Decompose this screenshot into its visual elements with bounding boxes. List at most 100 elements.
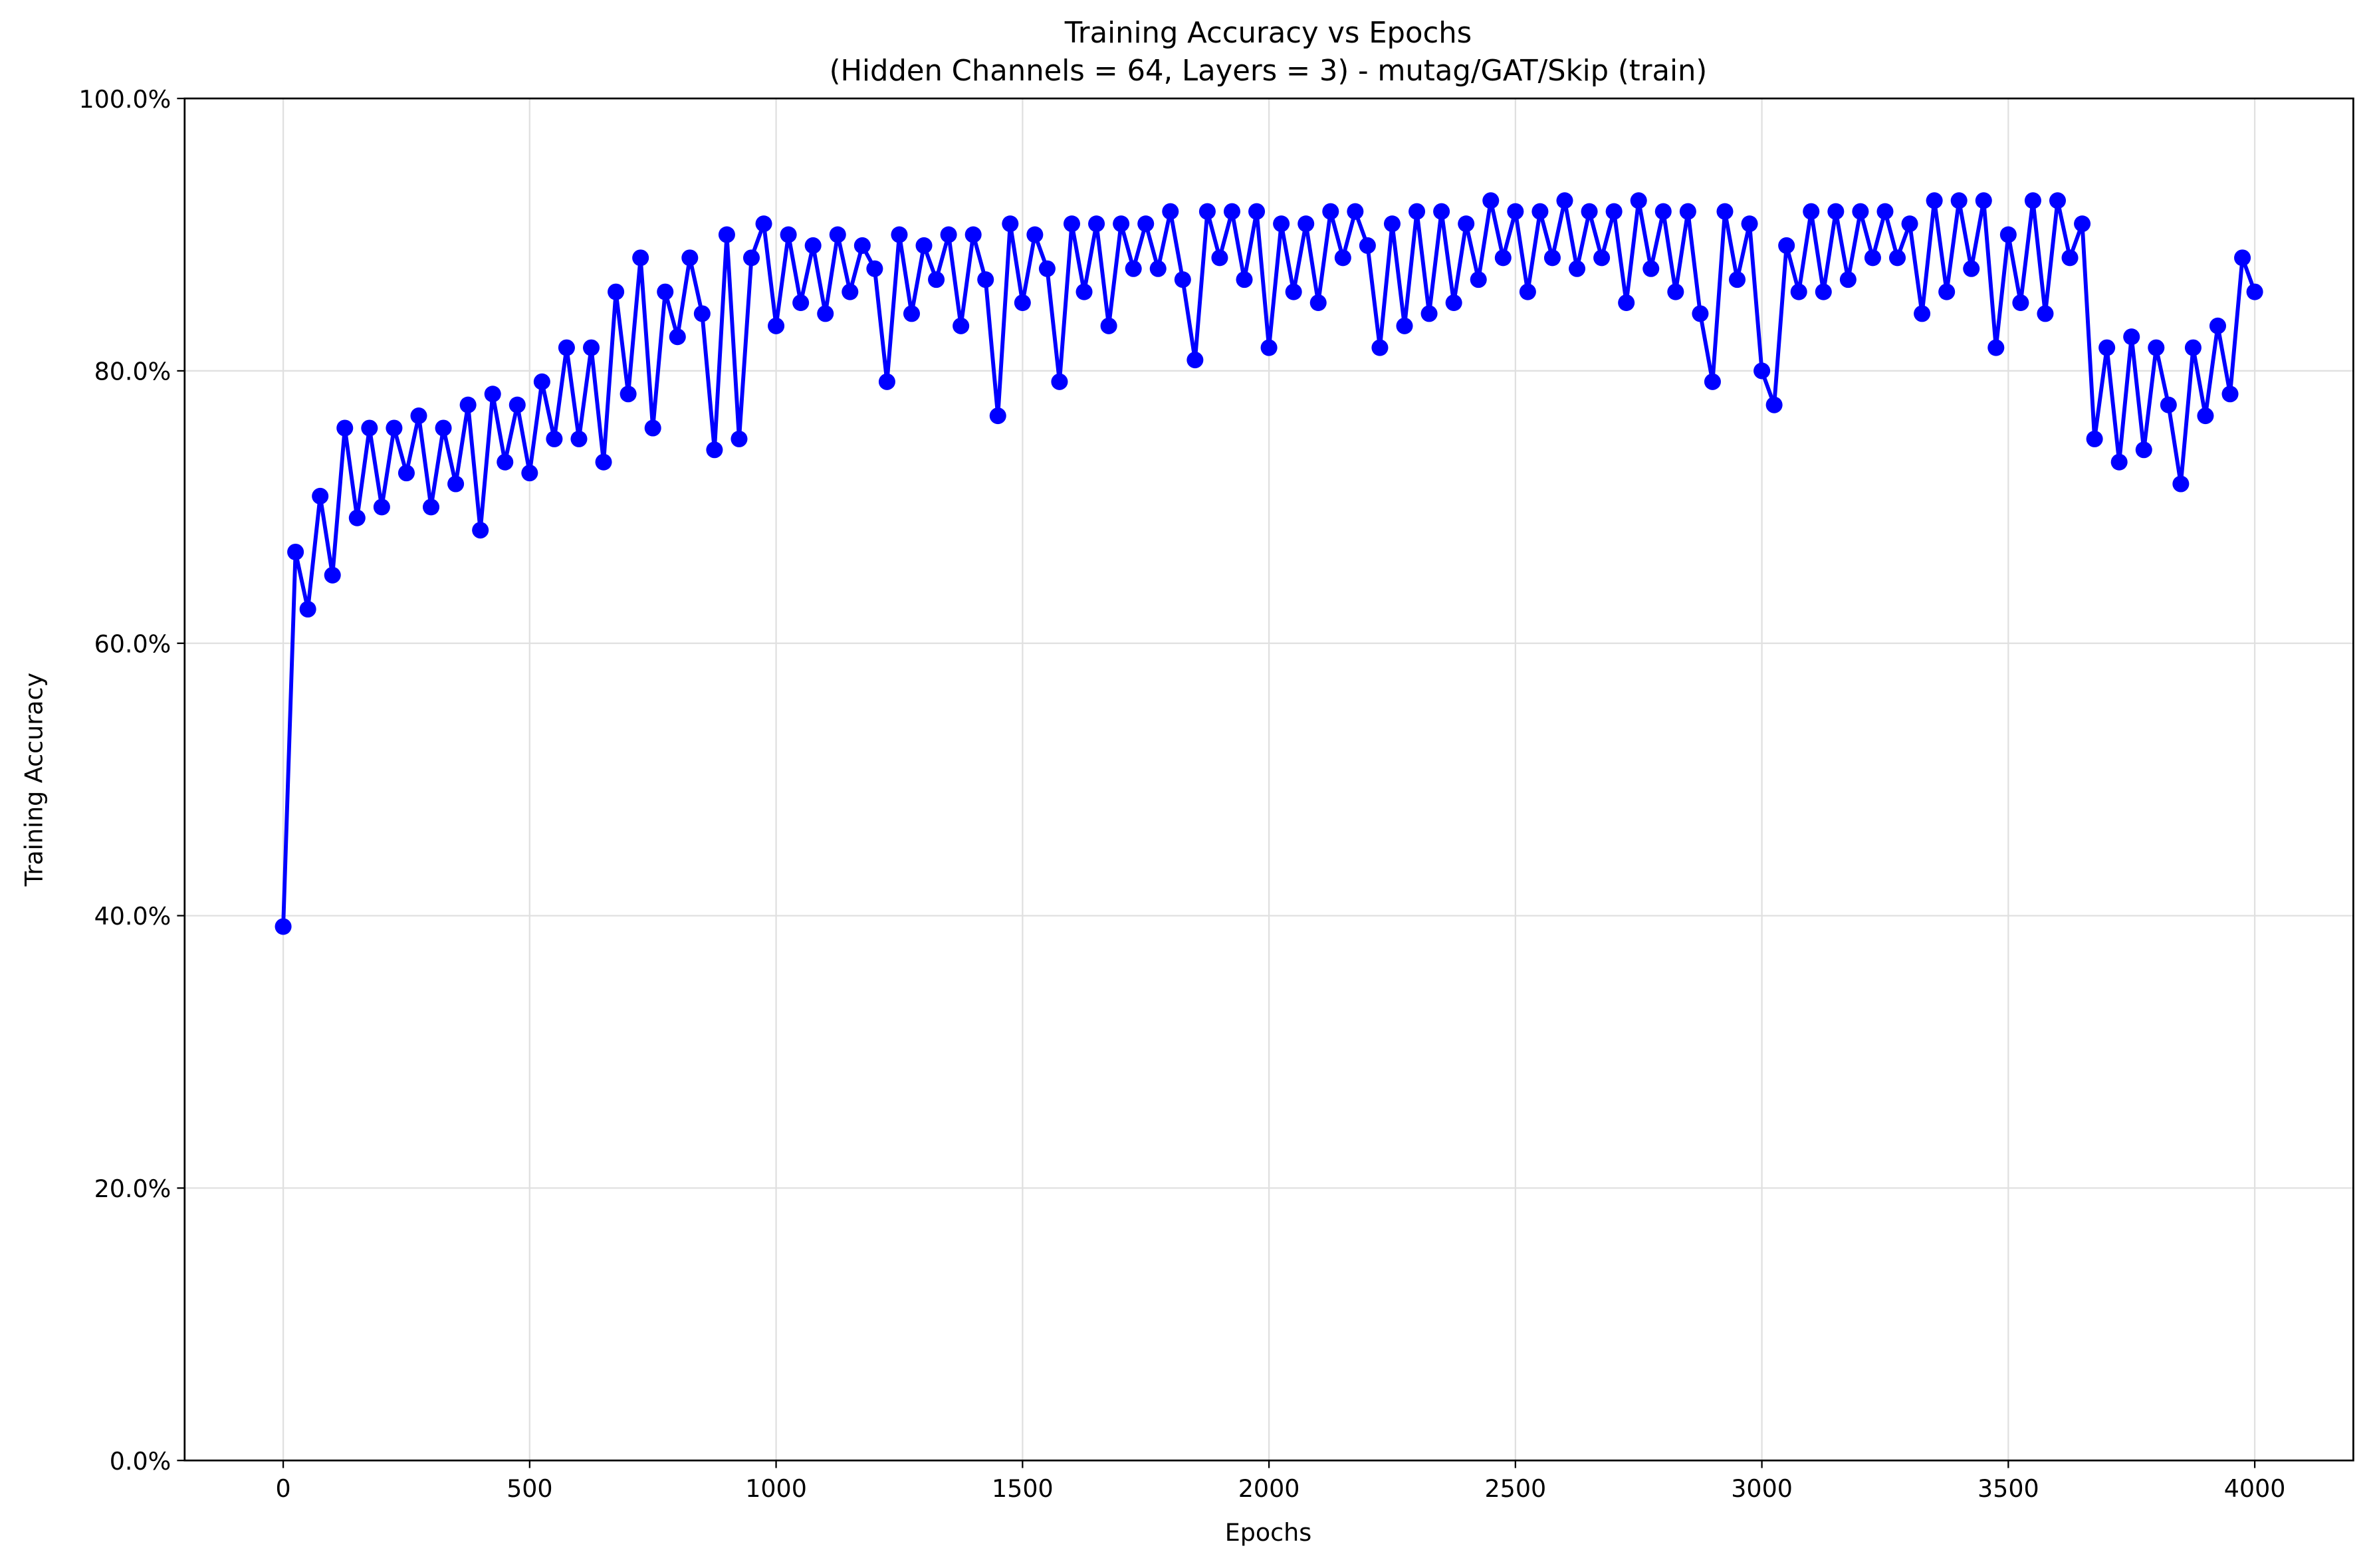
chart-subtitle: (Hidden Channels = 64, Layers = 3) - mut… bbox=[830, 55, 1708, 88]
data-point bbox=[804, 237, 822, 254]
data-point bbox=[484, 386, 501, 403]
data-point bbox=[1839, 271, 1857, 288]
grid bbox=[184, 97, 2354, 1462]
data-point bbox=[2086, 430, 2103, 447]
data-point bbox=[2012, 294, 2029, 312]
data-point bbox=[1396, 317, 1413, 334]
data-point bbox=[1581, 203, 1598, 220]
data-point bbox=[595, 453, 612, 471]
data-point bbox=[1137, 215, 1155, 233]
x-tick-label: 0 bbox=[275, 1474, 290, 1503]
data-point bbox=[1063, 215, 1081, 233]
x-tick-label: 3500 bbox=[1978, 1474, 2039, 1503]
data-point bbox=[1174, 271, 1191, 288]
data-point bbox=[422, 499, 440, 516]
data-point bbox=[853, 237, 871, 254]
x-tick-label: 2500 bbox=[1485, 1474, 1547, 1503]
data-point bbox=[1692, 305, 1709, 322]
data bbox=[275, 192, 2263, 935]
data-point bbox=[2037, 305, 2054, 322]
data-point bbox=[1420, 305, 1438, 322]
data-point bbox=[348, 509, 366, 526]
data-point bbox=[1211, 249, 1228, 267]
data-point bbox=[1950, 192, 1968, 209]
data-point bbox=[632, 249, 649, 267]
data-point bbox=[1014, 294, 1031, 312]
data-point bbox=[891, 226, 908, 243]
data-point bbox=[842, 283, 859, 300]
data-point bbox=[1569, 260, 1586, 277]
data-point bbox=[1260, 339, 1278, 356]
data-point bbox=[669, 328, 686, 346]
data-point bbox=[2049, 192, 2067, 209]
data-point bbox=[1926, 192, 1943, 209]
x-tick-label: 2000 bbox=[1238, 1474, 1300, 1503]
data-point bbox=[731, 430, 748, 447]
y-tick-label: 0.0% bbox=[110, 1447, 171, 1476]
x-tick-label: 3000 bbox=[1731, 1474, 1793, 1503]
data-point bbox=[410, 407, 427, 425]
data-point bbox=[2061, 249, 2079, 267]
data-point bbox=[1815, 283, 1832, 300]
data-point bbox=[1975, 192, 1992, 209]
data-point bbox=[989, 407, 1006, 425]
data-point bbox=[1605, 203, 1623, 220]
data-point bbox=[1149, 260, 1167, 277]
data-point bbox=[1704, 373, 1721, 390]
data-point bbox=[2123, 328, 2140, 346]
data-point bbox=[1790, 283, 1807, 300]
data-point bbox=[693, 305, 711, 322]
y-tick-label: 60.0% bbox=[94, 629, 171, 658]
data-point bbox=[472, 522, 489, 539]
x-tick-label: 1500 bbox=[992, 1474, 1054, 1503]
data-point bbox=[1236, 271, 1253, 288]
data-point bbox=[1113, 215, 1130, 233]
data-point bbox=[1852, 203, 1869, 220]
data-point bbox=[1630, 192, 1647, 209]
data-point bbox=[497, 453, 514, 471]
data-point bbox=[1075, 283, 1093, 300]
data-point bbox=[1531, 203, 1549, 220]
data-point bbox=[977, 271, 994, 288]
data-point bbox=[533, 373, 550, 390]
x-tick-label: 1000 bbox=[745, 1474, 807, 1503]
data-point bbox=[2209, 317, 2227, 334]
data-point bbox=[2160, 396, 2177, 413]
data-point bbox=[903, 305, 921, 322]
data-point bbox=[1765, 396, 1783, 413]
data-point bbox=[1470, 271, 1487, 288]
y-axis-label: Training Accuracy bbox=[20, 673, 49, 887]
data-point bbox=[546, 430, 563, 447]
data-point bbox=[2074, 215, 2091, 233]
data-point bbox=[508, 396, 526, 413]
data-point bbox=[558, 339, 575, 356]
data-point bbox=[582, 339, 600, 356]
data-point bbox=[1778, 237, 1795, 254]
data-point bbox=[435, 419, 452, 437]
data-point bbox=[447, 475, 465, 493]
data-point bbox=[1248, 203, 1266, 220]
data-point bbox=[1667, 283, 1684, 300]
data-point bbox=[866, 260, 883, 277]
chart-title: Training Accuracy vs Epochs bbox=[1064, 17, 1472, 50]
data-point bbox=[1409, 203, 1426, 220]
data-point bbox=[2024, 192, 2041, 209]
data-point bbox=[1507, 203, 1524, 220]
data-point bbox=[1051, 373, 1068, 390]
data-point bbox=[2184, 339, 2202, 356]
data-point bbox=[928, 271, 945, 288]
data-point bbox=[964, 226, 982, 243]
data-point bbox=[953, 317, 970, 334]
data-point bbox=[1162, 203, 1179, 220]
data-point bbox=[1100, 317, 1117, 334]
x-axis-label: Epochs bbox=[1225, 1518, 1311, 1547]
data-point bbox=[1186, 352, 1204, 369]
data-point bbox=[1519, 283, 1536, 300]
data-point bbox=[608, 283, 625, 300]
data-point bbox=[755, 215, 772, 233]
data-point bbox=[878, 373, 895, 390]
data-point bbox=[1654, 203, 1672, 220]
data-point bbox=[1914, 305, 1931, 322]
